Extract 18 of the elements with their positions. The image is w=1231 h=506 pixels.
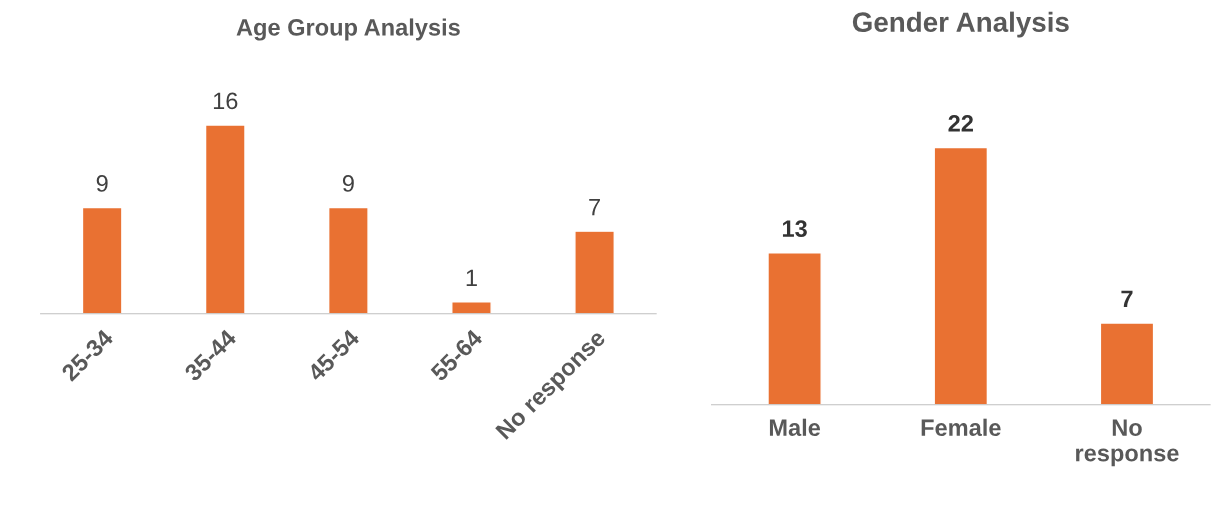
x-tick-label: Male [769,418,821,437]
data-label: 22 [948,115,973,132]
x-tick-label: Female [921,418,1001,437]
chart-title: Age Group Analysis [236,18,460,41]
data-label: 1 [466,269,477,286]
chart-title: Gender Analysis [852,11,1069,38]
data-label: 7 [589,198,600,216]
data-label: 13 [782,220,807,238]
data-label: 9 [342,175,354,192]
data-label: 16 [213,92,238,110]
bar [451,301,492,314]
data-label: 7 [1121,290,1133,307]
bar [574,230,615,314]
bar [81,206,123,314]
data-label: 9 [96,175,108,192]
bar [204,124,246,314]
bar [327,206,369,314]
x-tick-label: No response [1076,419,1179,467]
